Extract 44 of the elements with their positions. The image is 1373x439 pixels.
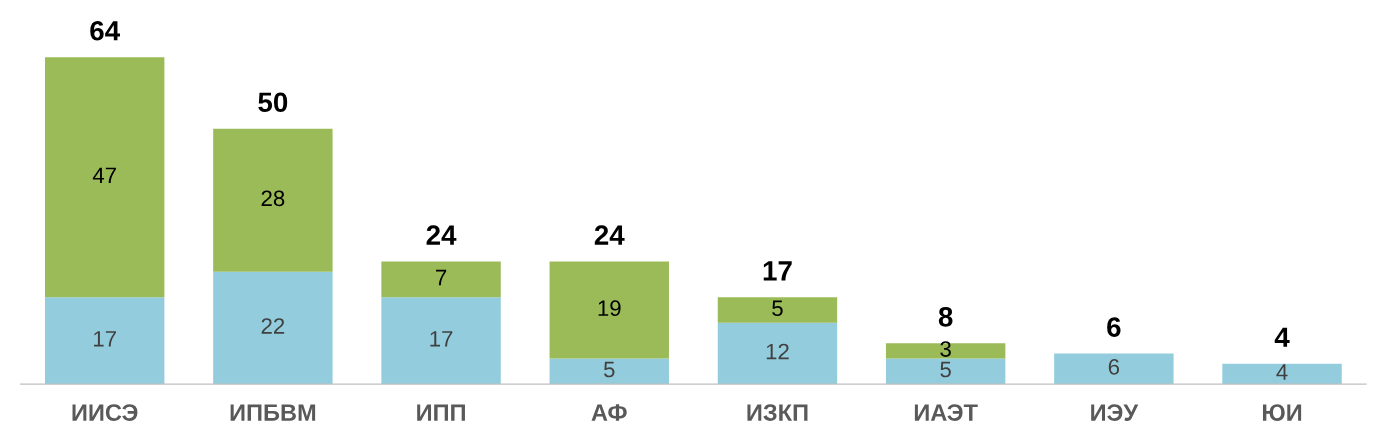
data-label: 28: [261, 190, 285, 207]
bar: [213, 128, 333, 272]
data-label: 47: [92, 167, 116, 183]
data-label: 5: [772, 300, 783, 317]
total-label: 8: [938, 306, 953, 327]
bar: [717, 297, 838, 323]
total-label: 24: [594, 225, 625, 245]
bar: [885, 343, 1006, 359]
bar: [1222, 363, 1342, 385]
bar: [549, 261, 669, 359]
data-label: 4: [1276, 364, 1288, 380]
total-label: 17: [763, 261, 792, 281]
x-tick-label: ИПП: [417, 404, 465, 421]
data-label: 6: [1108, 359, 1120, 375]
total-label: 6: [1107, 317, 1121, 337]
x-tick-label: ИАЭТ: [914, 404, 978, 421]
bar: [381, 297, 501, 385]
data-label: 12: [766, 343, 789, 360]
data-label: 5: [940, 361, 951, 378]
bar: [44, 57, 165, 298]
data-label: 17: [430, 331, 453, 347]
total-label: 24: [426, 225, 457, 245]
data-label: 19: [598, 300, 621, 317]
total-label: 4: [1274, 327, 1290, 347]
bar: [885, 358, 1006, 385]
data-label: 3: [940, 341, 951, 357]
bar: [381, 261, 501, 298]
total-label: 50: [258, 92, 288, 113]
x-tick-label: ЮИ: [1262, 404, 1302, 421]
x-tick-label: ИЭУ: [1091, 404, 1139, 421]
data-label: 7: [436, 269, 447, 286]
total-label: 64: [90, 20, 120, 41]
bar: [717, 322, 838, 385]
x-tick-label: ИПБВМ: [230, 404, 316, 421]
bar: [549, 358, 669, 385]
bar: [44, 297, 165, 385]
bar: [1054, 353, 1174, 385]
x-tick-label: ИИСЭ: [72, 404, 138, 421]
bar: [213, 271, 333, 385]
x-tick-label: АФ: [591, 404, 627, 421]
x-tick-label: ИЗКП: [747, 404, 808, 421]
data-label: 5: [603, 361, 615, 378]
data-label: 22: [261, 318, 285, 334]
data-label: 17: [94, 331, 116, 347]
